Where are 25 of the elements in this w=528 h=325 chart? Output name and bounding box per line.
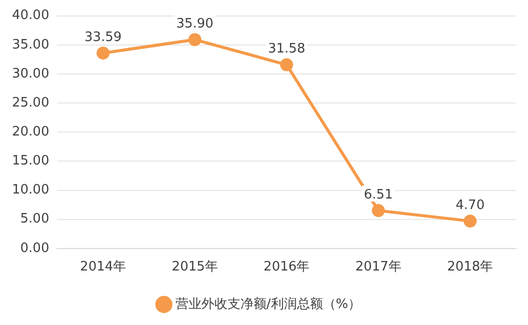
point (280, 58, 294, 72)
y-tick-label: 25.00 (12, 95, 50, 110)
data-label: 35.90 (176, 16, 214, 32)
x-tick-label: 2018年 (447, 260, 494, 275)
y-tick-label: 40.00 (12, 8, 50, 24)
y-tick-label: 5.00 (20, 212, 50, 227)
x-tick-label: 2015年 (172, 260, 218, 275)
data-label: 4.70 (456, 198, 485, 213)
y-tick-label: 0.00 (20, 240, 50, 256)
point (96, 46, 110, 60)
point (464, 214, 477, 228)
y-tick-label: 15.00 (12, 154, 50, 169)
x-tick-label: 2017年 (355, 260, 402, 275)
data-label: 33.59 (84, 30, 122, 45)
data-label: 31.58 (268, 42, 306, 57)
data-label: 6.51 (364, 187, 393, 202)
y-tick-label: 30.00 (12, 66, 50, 82)
point (372, 204, 385, 218)
y-tick-label: 35.00 (12, 37, 50, 52)
x-tick-label: 2014年 (80, 260, 126, 275)
y-tick-label: 20.00 (12, 124, 50, 140)
legend-label: 营业外收支净额/利润总额（%） (175, 296, 362, 312)
point (188, 33, 202, 46)
y-tick-label: 10.00 (12, 182, 50, 198)
x-tick-label: 2016年 (264, 260, 310, 275)
